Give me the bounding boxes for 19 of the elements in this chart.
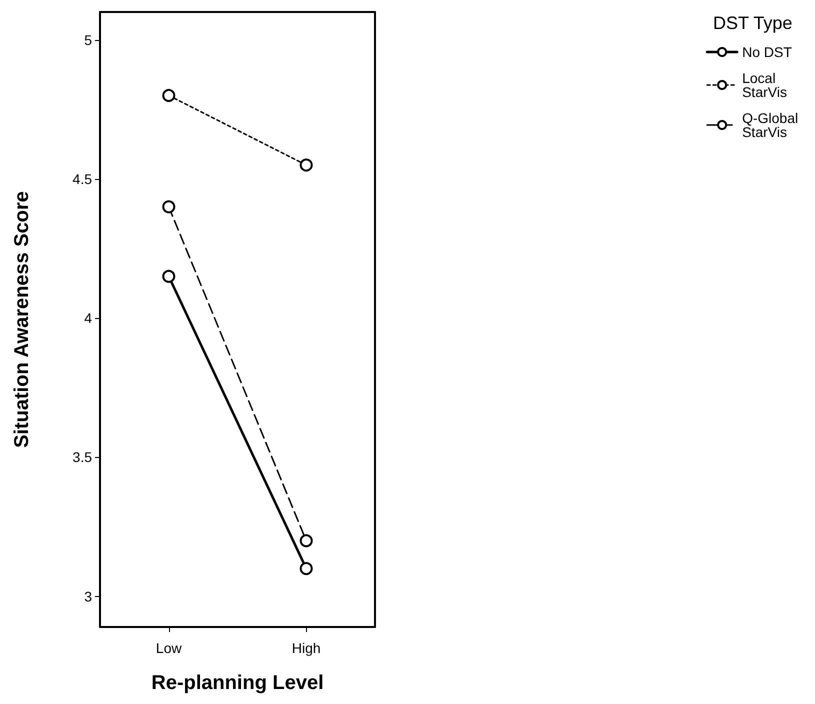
point xyxy=(162,88,176,102)
y-axis-title: Situation Awareness Score xyxy=(11,191,33,448)
point xyxy=(300,562,313,576)
y-tick-label: 5 xyxy=(84,32,92,48)
legend-label: Q-Global StarVis xyxy=(742,110,802,140)
point xyxy=(162,200,176,214)
y-tick-label: 4.5 xyxy=(72,170,92,187)
legend-label: Local StarVis xyxy=(742,70,787,100)
x-tick-label: High xyxy=(292,640,321,656)
legend-title: DST Type xyxy=(712,13,792,33)
x-axis-title: Re-planning Level xyxy=(151,672,324,694)
x-tick-label: Low xyxy=(156,640,182,656)
point xyxy=(300,534,313,548)
y-tick-label: 3 xyxy=(84,588,92,604)
y-tick-label: 4 xyxy=(84,310,92,326)
y-tick-label: 3.5 xyxy=(72,449,92,466)
point xyxy=(162,270,176,283)
legend-label: No DST xyxy=(742,44,792,60)
point xyxy=(300,158,313,172)
